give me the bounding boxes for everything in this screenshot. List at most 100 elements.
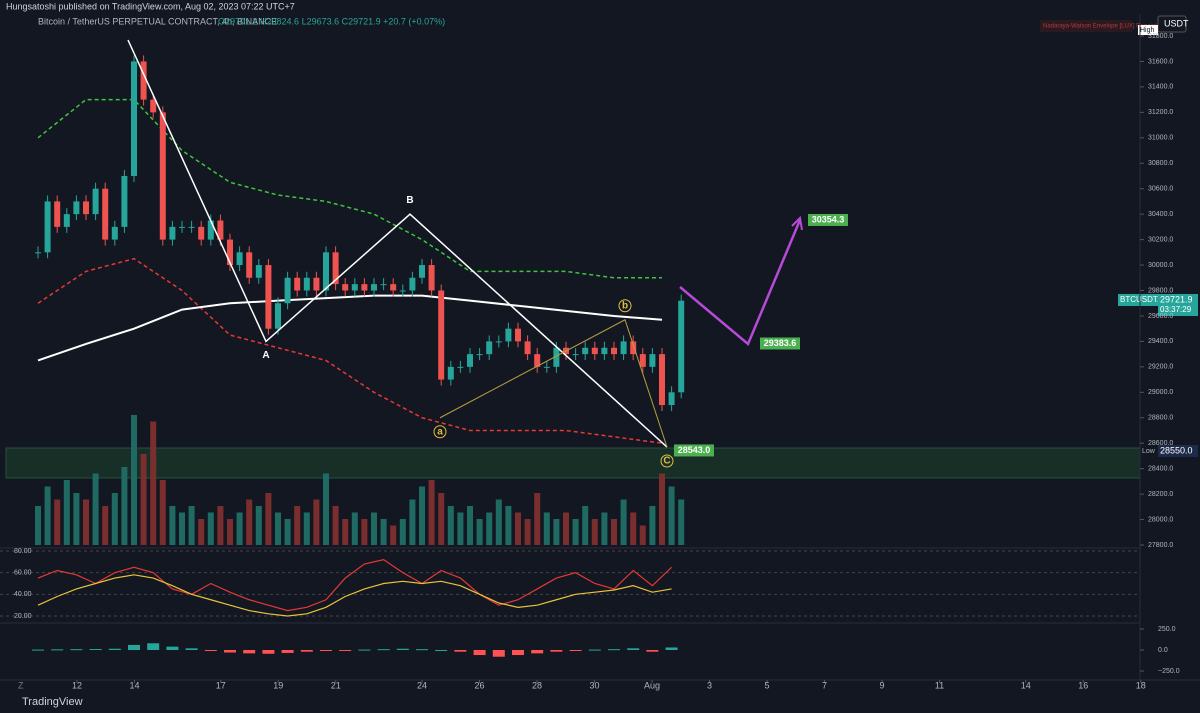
macd-bar <box>108 648 121 650</box>
y-tick-label: 30800.0 <box>1148 160 1173 167</box>
volume-bar <box>495 499 502 545</box>
macd-bar <box>396 648 409 650</box>
volume-bar <box>284 519 291 545</box>
low-tag: Low <box>1142 448 1156 455</box>
y-tick-label: 28600.0 <box>1148 440 1173 447</box>
target-label: 30354.3 <box>812 214 845 224</box>
volume-bar <box>630 512 637 545</box>
macd-tick-label: 250.0 <box>1158 626 1176 633</box>
candle <box>303 277 310 291</box>
candle <box>515 328 521 342</box>
macd-bar <box>646 650 659 652</box>
volume-bar <box>246 499 253 545</box>
macd-bar <box>32 649 44 651</box>
volume-bar <box>409 499 416 545</box>
volume-bar <box>92 473 99 545</box>
volume-bar <box>371 512 377 545</box>
candle <box>678 300 685 393</box>
volume-bar <box>111 493 118 545</box>
projection <box>679 219 802 347</box>
macd-tick-label: −250.0 <box>1158 668 1180 675</box>
candle <box>131 61 137 176</box>
candle <box>351 284 358 291</box>
y-tick-label: 30600.0 <box>1148 186 1173 193</box>
volume-bar <box>438 493 445 545</box>
wave-label: B <box>406 195 413 206</box>
volume-bar <box>323 473 329 545</box>
y-tick-label: 28800.0 <box>1148 415 1173 422</box>
volume-bar <box>313 499 320 545</box>
macd-bar <box>51 649 64 651</box>
volume-bar <box>159 480 166 545</box>
volume-bar <box>486 512 493 545</box>
candle <box>275 303 281 329</box>
low-value: 28550.0 <box>1160 445 1193 455</box>
candle <box>54 201 61 227</box>
volume-bar <box>553 519 560 545</box>
volume-bar <box>591 519 598 545</box>
macd-bar <box>608 649 620 651</box>
volume-bar <box>611 519 617 545</box>
candle <box>572 354 579 356</box>
volume-bar <box>399 519 406 545</box>
y-tick-label: 28400.0 <box>1148 465 1173 472</box>
currency[interactable]: USDT <box>1164 18 1189 28</box>
x-tick-label: 3 <box>707 680 712 690</box>
projection-arrow <box>791 215 803 231</box>
volume-bar <box>255 506 262 545</box>
currency-box[interactable] <box>1157 15 1187 33</box>
candle <box>284 277 291 304</box>
y-tick-label: 31600.0 <box>1148 58 1173 65</box>
header: Hungsatoshi published on TradingView.com… <box>6 1 295 11</box>
envelope-lower <box>37 257 663 444</box>
volume-bar <box>476 519 483 545</box>
target-box <box>760 337 800 350</box>
volume-bar <box>303 512 310 545</box>
support-zone <box>5 447 1141 479</box>
candle <box>399 290 406 292</box>
candle <box>63 214 70 227</box>
ticker-box <box>1118 294 1158 306</box>
macd-bar <box>185 648 198 650</box>
x-tick-label: 19 <box>273 680 283 690</box>
volume-bar <box>572 519 579 545</box>
y-tick-label: 31000.0 <box>1148 135 1173 142</box>
candle <box>332 252 339 285</box>
y-tick-label: 29000.0 <box>1148 389 1173 396</box>
macd-bar <box>377 649 390 651</box>
volume-bar <box>361 519 368 545</box>
volume-bar <box>351 512 358 545</box>
macd-bar <box>569 650 582 651</box>
y-tick-label: 30400.0 <box>1148 211 1173 218</box>
ohlc: O29701.2 H29824.6 L29673.6 C29721.9 +20.… <box>218 16 445 26</box>
volume-bar <box>131 415 137 545</box>
volume-bar <box>668 486 675 545</box>
volume-bar <box>620 499 627 545</box>
x-tick-label: 28 <box>532 680 542 690</box>
macd-bar <box>358 649 371 651</box>
candle <box>495 341 502 343</box>
candle <box>486 341 493 355</box>
volume-bar <box>121 467 128 545</box>
candle <box>611 347 617 355</box>
candle <box>620 341 627 355</box>
candle <box>188 226 195 228</box>
candle <box>35 252 41 254</box>
zoom[interactable]: Z <box>18 680 24 690</box>
candle <box>659 354 665 406</box>
candle <box>121 175 128 227</box>
candle <box>44 201 51 253</box>
x-tick-label: Aug <box>644 680 660 690</box>
volume-bar <box>524 519 531 545</box>
countdown: 03:37:29 <box>1160 305 1192 314</box>
candle <box>217 220 224 240</box>
osc-tick-label: 40.00 <box>14 591 32 598</box>
candle <box>140 61 147 100</box>
volume-bar <box>179 512 185 545</box>
volume-bar <box>73 493 80 545</box>
candle <box>534 354 541 367</box>
macd-bar <box>416 649 428 651</box>
last-price: 29721.9 <box>1160 294 1193 304</box>
y-tick-label: 31200.0 <box>1148 109 1173 116</box>
